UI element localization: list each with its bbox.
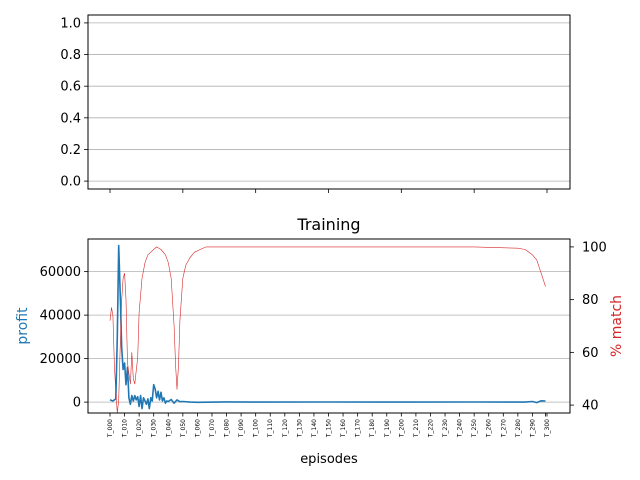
top-y-tick-label: 0.2 xyxy=(60,143,81,158)
bottom-x-tick-label: T_040 xyxy=(165,419,172,438)
right-y-axis-label: % match xyxy=(609,295,625,357)
bottom-x-tick-label: T_230 xyxy=(442,419,449,438)
left-y-tick-label: 20000 xyxy=(40,352,81,367)
bottom-x-tick-label: T_030 xyxy=(151,419,158,438)
top-axes-frame xyxy=(87,14,571,190)
x-axis-label: episodes xyxy=(300,452,358,467)
bottom-left-y-ticks: 0 20000 40000 60000 xyxy=(40,265,88,411)
bottom-x-ticks: T_000 T_010 T_020 T_030 T_040 T_050 T_060 T_070… xyxy=(107,413,551,438)
bottom-x-tick-label: T_000 xyxy=(107,419,114,438)
match-series-line xyxy=(109,246,546,414)
bottom-x-tick-label: T_260 xyxy=(486,419,493,438)
bottom-x-tick-label: T_220 xyxy=(427,419,434,438)
left-y-tick-label: 0 xyxy=(73,396,81,411)
top-y-tick-label: 0.0 xyxy=(60,175,81,190)
top-y-ticks: 0.0 0.2 0.4 0.6 0.8 1.0 xyxy=(60,16,88,190)
bottom-x-tick-label: T_170 xyxy=(355,419,362,438)
bottom-x-tick-label: T_180 xyxy=(369,419,376,438)
top-y-tick-label: 0.6 xyxy=(60,80,81,95)
top-axes: 0.0 0.2 0.4 0.6 0.8 1.0 xyxy=(60,14,571,193)
right-y-tick-label: 80 xyxy=(582,293,599,308)
bottom-x-tick-label: T_200 xyxy=(398,419,405,438)
bottom-x-tick-label: T_300 xyxy=(544,419,551,438)
bottom-x-tick-label: T_060 xyxy=(194,419,201,438)
bottom-axes-frame xyxy=(87,238,571,414)
bottom-x-tick-label: T_270 xyxy=(500,419,507,438)
bottom-x-tick-label: T_250 xyxy=(471,419,478,438)
top-y-tick-label: 0.4 xyxy=(60,111,81,126)
left-y-tick-label: 60000 xyxy=(40,265,81,280)
bottom-x-tick-label: T_290 xyxy=(529,419,536,438)
bottom-x-tick-label: T_240 xyxy=(457,419,464,438)
bottom-x-tick-label: T_120 xyxy=(282,419,289,438)
bottom-x-tick-label: T_090 xyxy=(238,419,245,438)
bottom-x-tick-label: T_050 xyxy=(180,419,187,438)
bottom-x-tick-label: T_070 xyxy=(209,419,216,438)
bottom-x-tick-label: T_100 xyxy=(253,419,260,438)
top-x-ticks xyxy=(109,189,548,193)
top-y-tick-label: 1.0 xyxy=(60,16,81,31)
top-grid xyxy=(88,22,570,182)
left-y-axis-label: profit xyxy=(15,307,31,345)
right-y-tick-label: 60 xyxy=(582,346,599,361)
bottom-x-tick-label: T_280 xyxy=(515,419,522,438)
right-y-tick-label: 100 xyxy=(582,240,607,255)
bottom-x-tick-label: T_160 xyxy=(340,419,347,438)
right-y-tick-label: 40 xyxy=(582,399,599,414)
profit-series-line xyxy=(109,244,546,410)
left-y-tick-label: 40000 xyxy=(40,309,81,324)
bottom-grid xyxy=(88,271,570,403)
bottom-x-tick-label: T_150 xyxy=(326,419,333,438)
chart-title: Training xyxy=(296,215,360,234)
bottom-x-tick-label: T_010 xyxy=(122,419,129,438)
bottom-right-y-ticks: 40 60 80 100 xyxy=(570,240,607,414)
bottom-x-tick-label: T_140 xyxy=(311,419,318,438)
bottom-x-tick-label: T_080 xyxy=(224,419,231,438)
bottom-x-tick-label: T_110 xyxy=(267,419,274,438)
bottom-series xyxy=(109,244,546,414)
bottom-x-tick-label: T_130 xyxy=(296,419,303,438)
bottom-x-tick-label: T_020 xyxy=(136,419,143,438)
bottom-x-tick-label: T_210 xyxy=(413,419,420,438)
bottom-x-tick-label: T_190 xyxy=(384,419,391,438)
top-y-tick-label: 0.8 xyxy=(60,48,81,63)
